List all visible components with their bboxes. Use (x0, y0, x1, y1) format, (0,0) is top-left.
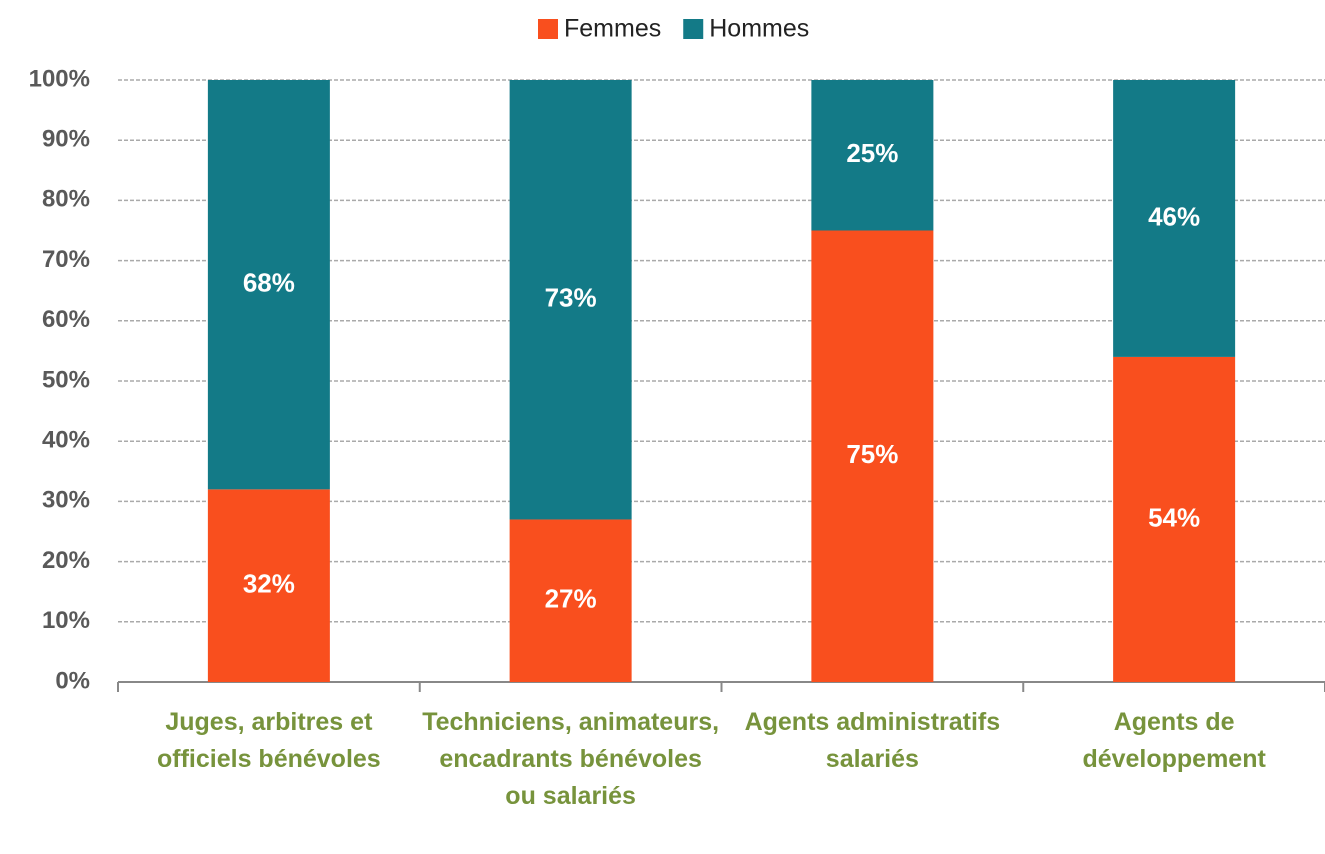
x-tick-label: Techniciens, animateurs, encadrants béné… (422, 708, 720, 810)
y-tick-label: 60% (42, 306, 90, 333)
x-tick-label: Agents administratifs salariés (744, 708, 1001, 773)
value-label: 27% (545, 584, 597, 614)
bar-segment (509, 519, 632, 682)
y-tick-label: 70% (42, 246, 90, 273)
value-label: 73% (545, 283, 597, 313)
y-tick-label: 20% (42, 547, 90, 574)
bar-segment (207, 489, 330, 682)
bar-segment (811, 230, 934, 682)
value-label: 46% (1148, 201, 1200, 231)
bar-segment (509, 80, 632, 520)
legend-label: Hommes (709, 15, 809, 43)
bar-segment (1113, 356, 1236, 682)
value-label: 75% (846, 439, 898, 469)
value-label: 32% (243, 569, 295, 599)
y-tick-label: 50% (42, 366, 90, 393)
x-tick-label: Juges, arbitres et officiels bénévoles (157, 708, 381, 773)
y-tick-label: 30% (42, 487, 90, 514)
y-tick-label: 10% (42, 607, 90, 634)
legend-swatch (538, 19, 558, 39)
bar-segment (207, 80, 330, 490)
y-tick-label: 80% (42, 186, 90, 213)
x-tick-label: Agents de développement (1082, 708, 1266, 773)
y-tick-label: 90% (42, 126, 90, 153)
value-label: 68% (243, 268, 295, 298)
bar-segment (1113, 80, 1236, 357)
value-label: 54% (1148, 502, 1200, 532)
bar-segment (811, 80, 934, 231)
legend-swatch (683, 19, 704, 39)
y-tick-label: 40% (42, 427, 90, 454)
legend-label: Femmes (564, 15, 661, 43)
y-tick-label: 0% (55, 667, 90, 694)
value-label: 25% (846, 138, 898, 168)
y-tick-label: 100% (29, 65, 90, 92)
